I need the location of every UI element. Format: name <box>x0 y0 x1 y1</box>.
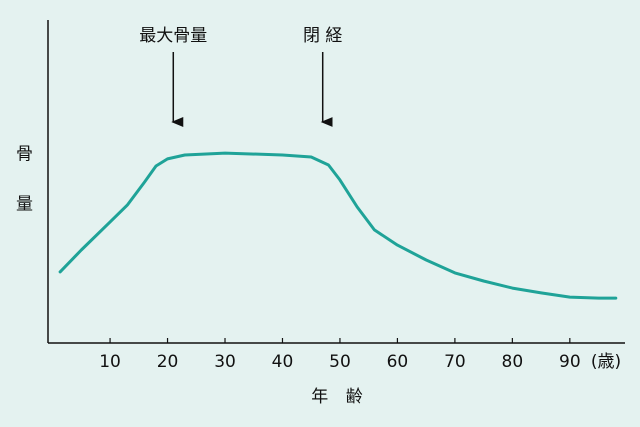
x-tick-label: 60 <box>387 352 409 372</box>
x-tick-label: 50 <box>329 352 351 372</box>
y-axis-label: 骨 量 <box>12 144 33 225</box>
annotation: 最大骨量 <box>139 26 207 46</box>
x-axis-label: 年 齢 <box>311 387 368 407</box>
annotation: 閉 経 <box>303 26 342 46</box>
x-tick-label: 90 <box>559 352 581 372</box>
x-tick-label: 20 <box>157 352 179 372</box>
x-tick-label: 30 <box>214 352 236 372</box>
curve <box>58 151 618 300</box>
x-unit: (歳) <box>591 352 621 372</box>
x-tick-label: 10 <box>99 352 121 372</box>
x-tick-label: 80 <box>502 352 524 372</box>
x-tick-label: 40 <box>272 352 294 372</box>
x-tick-label: 70 <box>444 352 466 372</box>
